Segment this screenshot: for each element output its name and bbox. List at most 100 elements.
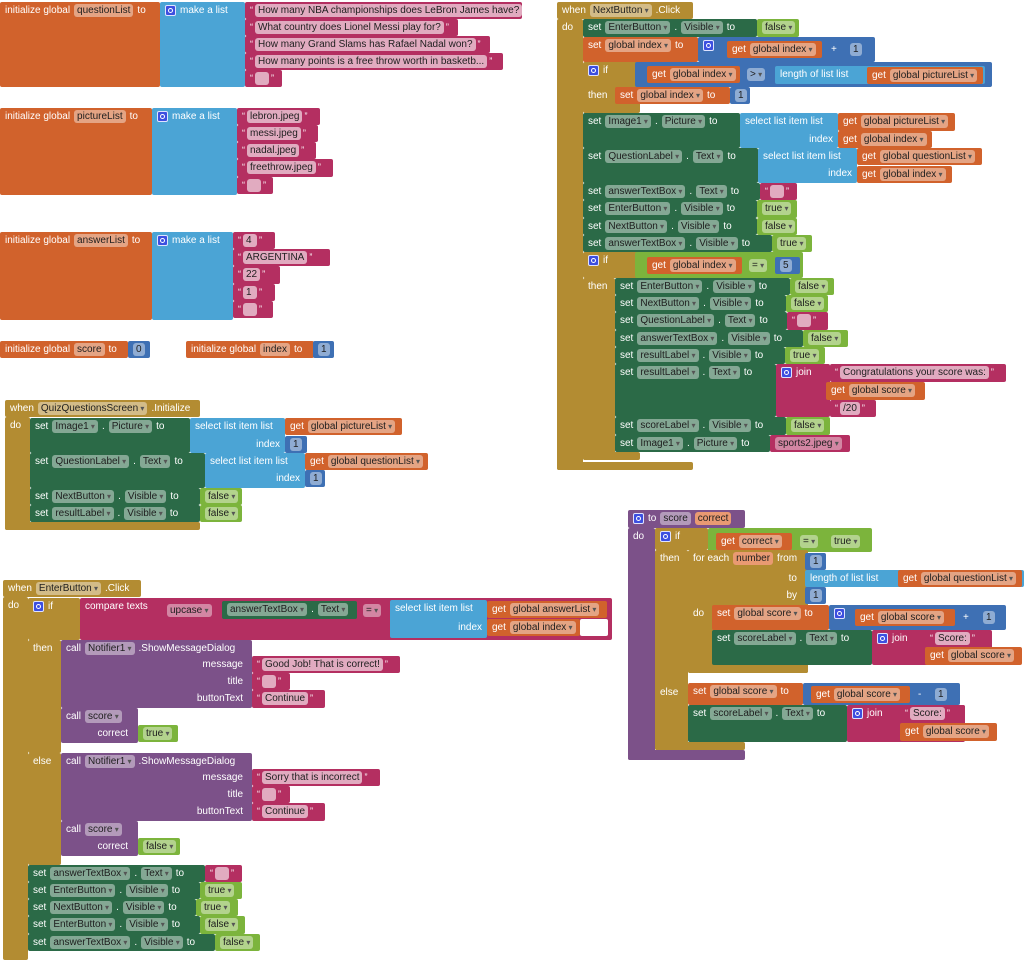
next-click-20[interactable]: /20 <box>830 400 876 417</box>
dropdown-field[interactable]: Text <box>692 150 724 163</box>
score-proc-get-global-score[interactable]: get global score <box>900 723 997 741</box>
quiz-init-do[interactable]: do <box>5 417 30 530</box>
dropdown-field[interactable]: false <box>143 840 177 853</box>
dropdown-field[interactable]: answerTextBox <box>50 867 131 880</box>
score-proc-1[interactable]: 1 <box>978 609 1000 626</box>
dropdown-field[interactable]: Visible <box>681 21 723 34</box>
next-click-true[interactable]: true <box>757 200 797 218</box>
dropdown-field[interactable]: EnterButton <box>605 21 671 34</box>
name-field[interactable]: questionList <box>74 4 134 17</box>
quiz-init-1[interactable]: 1 <box>305 470 325 487</box>
string-value[interactable]: Good Job! That is correct! <box>262 658 383 671</box>
dropdown-field[interactable]: false <box>205 507 239 520</box>
block-segment[interactable] <box>583 104 640 113</box>
string-literal[interactable]: Continue <box>257 805 313 818</box>
score-proc-if[interactable]: if <box>655 528 708 550</box>
string-value[interactable]: 4 <box>243 234 257 247</box>
dropdown-field[interactable]: Visible <box>709 419 751 432</box>
name-field[interactable]: answerList <box>74 234 128 247</box>
gear-icon[interactable] <box>633 513 644 524</box>
init-answerlist-initialize-global-answerlist-to[interactable]: initialize global answerList to <box>0 232 152 320</box>
dropdown-field[interactable]: false <box>762 220 796 233</box>
next-click-join[interactable]: join <box>776 364 830 417</box>
dropdown-field[interactable]: Image1 <box>605 115 651 128</box>
init-picturelist-messi-jpeg[interactable]: messi.jpeg <box>237 125 318 142</box>
string-value[interactable]: What country does Lionel Messi play for? <box>255 21 444 34</box>
dropdown-field[interactable]: global index <box>749 43 816 56</box>
dropdown-field[interactable]: true <box>201 901 231 914</box>
next-click-get-global-picturelist[interactable]: get global pictureList <box>838 113 955 131</box>
dropdown-field[interactable]: global score <box>848 384 916 397</box>
string-value[interactable] <box>262 788 276 801</box>
string-literal[interactable]: Congratulations your score was: <box>835 366 994 379</box>
init-questionlist-how-many-points-is-a-free-thro[interactable]: How many points is a free throw worth in… <box>245 53 503 70</box>
enter-click-then[interactable]: then <box>28 640 61 753</box>
block-segment[interactable] <box>5 522 200 530</box>
string-value[interactable]: How many Grand Slams has Rafael Nadal wo… <box>255 38 476 51</box>
dropdown-field[interactable]: true <box>790 349 820 362</box>
dropdown-field[interactable]: Text <box>317 603 349 616</box>
string-value[interactable]: How many NBA championships does LeBron J… <box>255 4 523 17</box>
gear-icon[interactable] <box>588 65 599 76</box>
string-literal[interactable]: What country does Lionel Messi play for? <box>250 21 449 34</box>
dropdown-field[interactable]: NextButton <box>637 297 700 310</box>
enter-click-continue[interactable]: Continue <box>252 803 325 821</box>
dropdown-field[interactable]: score <box>85 823 122 836</box>
block-segment[interactable] <box>628 750 745 760</box>
block-segment[interactable] <box>688 665 808 673</box>
dropdown-field[interactable]: global score <box>877 611 945 624</box>
next-click-if[interactable]: if <box>583 252 640 278</box>
string-value[interactable]: nadal.jpeg <box>247 144 300 157</box>
string-value[interactable] <box>797 314 811 327</box>
dropdown-field[interactable]: false <box>762 21 796 34</box>
dropdown-field[interactable]: true <box>762 202 792 215</box>
score-proc-get-global-score[interactable]: get global score <box>855 609 955 626</box>
init-score-initialize-global-score-to-0[interactable]: initialize global score to <box>0 341 128 358</box>
string-value[interactable]: /20 <box>840 402 860 415</box>
init-answerlist[interactable] <box>233 301 273 318</box>
dropdown-field[interactable]: scoreLabel <box>734 632 796 645</box>
score-proc-get-global-score[interactable]: get global score <box>811 686 910 703</box>
dropdown-field[interactable]: Visible <box>141 936 183 949</box>
string-literal[interactable]: Continue <box>257 692 313 705</box>
gear-icon[interactable] <box>660 531 671 542</box>
string-value[interactable] <box>255 72 269 85</box>
score-proc-then[interactable]: then <box>655 550 688 750</box>
enter-click-answertextbox-text[interactable]: answerTextBox.Text <box>222 601 357 619</box>
string-literal[interactable]: 1 <box>238 286 262 299</box>
next-click-sports2-jpeg[interactable]: sports2.jpeg <box>770 435 850 452</box>
quiz-init-1[interactable]: 1 <box>285 436 307 453</box>
score-proc-get-correct[interactable]: get correct <box>716 533 792 550</box>
enter-click-good-job-that-is-correct[interactable]: Good Job! That is correct! <box>252 656 400 673</box>
next-click-get-global-index[interactable]: get global index <box>857 166 952 183</box>
next-click-congratulations-your-score-was[interactable]: Congratulations your score was: <box>830 364 1006 382</box>
next-click-get-global-score[interactable]: get global score <box>826 382 925 400</box>
dropdown-field[interactable]: resultLabel <box>637 366 699 379</box>
dropdown-field[interactable]: false <box>808 332 842 345</box>
string-value[interactable] <box>770 185 784 198</box>
quiz-init-get-global-picturelist[interactable]: get global pictureList <box>285 418 402 435</box>
gear-icon[interactable] <box>834 608 845 619</box>
dropdown-field[interactable]: Visible <box>124 490 167 503</box>
dropdown-field[interactable]: true <box>777 237 807 250</box>
dropdown-field[interactable]: QuestionLabel <box>52 455 130 468</box>
next-click-get-global-index[interactable]: get global index <box>838 131 932 148</box>
dropdown-field[interactable]: false <box>791 419 825 432</box>
next-click-get-global-index[interactable]: get global index <box>647 257 742 274</box>
next-click-false[interactable]: false <box>757 19 799 37</box>
init-index-initialize-global-index-to-1[interactable]: 1 <box>313 341 334 358</box>
score-proc-get-global-questionlist[interactable]: get global questionList <box>898 570 1022 587</box>
dropdown-field[interactable]: Image1 <box>637 437 683 450</box>
string-value[interactable]: 1 <box>243 286 257 299</box>
enter-click-sorry-that-is-incorrect[interactable]: Sorry that is incorrect <box>252 769 380 786</box>
dropdown-field[interactable]: false <box>791 297 825 310</box>
